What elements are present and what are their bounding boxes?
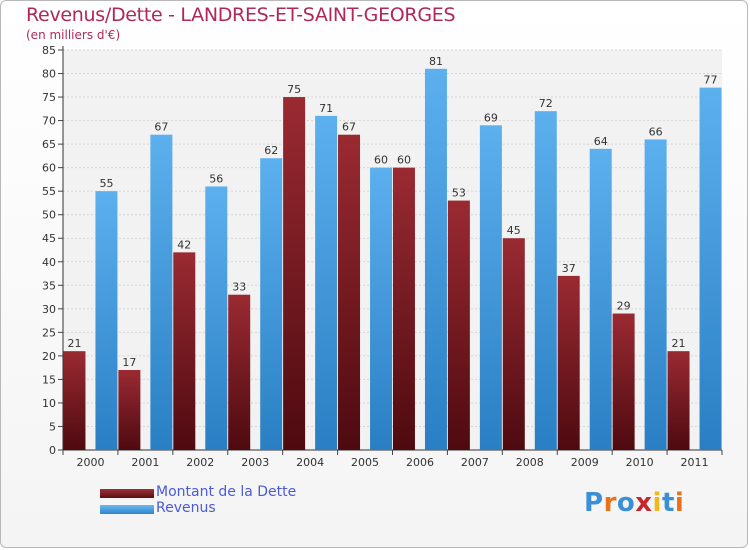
bar-revenus <box>260 158 283 450</box>
y-tick-label: 65 <box>42 138 56 151</box>
y-tick-label: 60 <box>42 162 56 175</box>
bar-dette-label: 75 <box>287 83 301 96</box>
bar-revenus-label: 56 <box>209 172 223 185</box>
x-tick-label: 2004 <box>296 456 324 469</box>
bar-dette <box>283 97 306 450</box>
logo-letter: i <box>652 488 662 518</box>
bar-dette <box>118 370 141 450</box>
bar-revenus <box>479 125 502 450</box>
y-tick-label: 40 <box>42 256 56 269</box>
bar-revenus <box>699 87 722 450</box>
bar-revenus-label: 60 <box>374 154 388 167</box>
x-tick-label: 2011 <box>681 456 709 469</box>
bar-revenus <box>95 191 118 451</box>
bar-dette-label: 67 <box>342 121 356 134</box>
logo-letter: x <box>635 488 653 518</box>
bar-dette <box>612 313 635 450</box>
bar-revenus <box>534 111 557 451</box>
logo-letter: i <box>674 488 685 518</box>
bar-revenus <box>150 134 173 451</box>
legend-swatch-revenus <box>100 505 154 514</box>
bar-dette <box>228 294 251 450</box>
y-tick-label: 70 <box>42 115 56 128</box>
legend-label-dette: Montant de la Dette <box>156 484 297 500</box>
x-tick-label: 2003 <box>241 456 269 469</box>
bar-revenus <box>424 68 447 450</box>
y-tick-label: 15 <box>42 373 56 386</box>
bar-dette-label: 17 <box>122 356 136 369</box>
chart-title: Revenus/Dette - LANDRES-ET-SAINT-GEORGES <box>26 4 456 26</box>
plot-area <box>63 50 722 450</box>
x-tick-label: 2001 <box>131 456 159 469</box>
bar-revenus <box>589 148 612 450</box>
bar-revenus <box>205 186 228 450</box>
bar-dette-label: 33 <box>232 281 246 294</box>
y-tick-label: 10 <box>42 397 56 410</box>
bar-revenus-label: 64 <box>594 135 608 148</box>
x-tick-label: 2000 <box>76 456 104 469</box>
y-tick-label: 55 <box>42 185 56 198</box>
y-tick-label: 25 <box>42 326 56 339</box>
bar-dette <box>63 351 86 450</box>
bar-dette-label: 45 <box>507 224 521 237</box>
y-tick-label: 80 <box>42 68 56 81</box>
bar-dette <box>502 238 525 450</box>
bar-dette-label: 42 <box>177 238 191 251</box>
bar-revenus <box>315 115 338 450</box>
legend-label-revenus: Revenus <box>156 500 216 516</box>
bar-dette <box>392 167 415 450</box>
chart-subtitle: (en milliers d'€) <box>26 28 121 42</box>
bar-dette <box>667 351 690 450</box>
bar-revenus-label: 55 <box>99 177 113 190</box>
x-tick-label: 2009 <box>571 456 599 469</box>
bar-dette-label: 53 <box>452 187 466 200</box>
bar-revenus-label: 67 <box>154 121 168 134</box>
legend-swatch-dette <box>100 489 154 498</box>
x-tick-label: 2002 <box>186 456 214 469</box>
logo-letter: P <box>584 488 604 518</box>
x-tick-label: 2008 <box>516 456 544 469</box>
bar-dette <box>173 252 196 450</box>
logo-letter: r <box>603 488 617 518</box>
bar-revenus <box>644 139 667 451</box>
x-tick-label: 2010 <box>626 456 654 469</box>
y-tick-label: 35 <box>42 279 56 292</box>
logo-letter: t <box>661 488 675 518</box>
x-tick-label: 2005 <box>351 456 379 469</box>
logo-letter: o <box>616 488 636 518</box>
y-tick-label: 20 <box>42 350 56 363</box>
bar-dette <box>338 134 361 451</box>
x-tick-label: 2006 <box>406 456 434 469</box>
y-tick-label: 0 <box>49 444 56 457</box>
bar-revenus-label: 71 <box>319 102 333 115</box>
bar-dette-label: 21 <box>67 337 81 350</box>
bar-revenus <box>370 167 393 450</box>
y-tick-label: 75 <box>42 91 56 104</box>
bar-dette <box>447 200 470 450</box>
bar-dette-label: 60 <box>397 154 411 167</box>
bar-dette-label: 21 <box>672 337 686 350</box>
bar-dette-label: 37 <box>562 262 576 275</box>
bar-revenus-label: 72 <box>539 97 553 110</box>
y-tick-label: 85 <box>42 44 56 57</box>
bar-revenus-label: 62 <box>264 144 278 157</box>
bar-revenus-label: 81 <box>429 55 443 68</box>
y-tick-label: 5 <box>49 420 56 433</box>
bar-dette-label: 29 <box>617 300 631 313</box>
bar-dette <box>557 275 580 450</box>
x-tick-label: 2007 <box>461 456 489 469</box>
bar-revenus-label: 77 <box>704 74 718 87</box>
proxiti-logo: Proxiti <box>584 488 684 518</box>
y-tick-label: 30 <box>42 303 56 316</box>
y-tick-label: 50 <box>42 209 56 222</box>
bar-revenus-label: 69 <box>484 111 498 124</box>
bar-revenus-label: 66 <box>649 125 663 138</box>
y-tick-label: 45 <box>42 232 56 245</box>
